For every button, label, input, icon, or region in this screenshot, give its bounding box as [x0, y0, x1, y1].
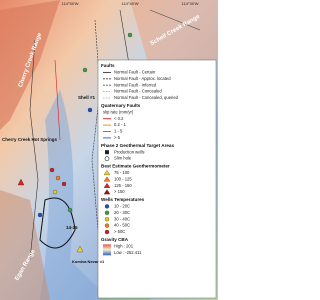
legend-title: Gravity CBA — [101, 237, 129, 242]
legend-label: High : 201 — [114, 243, 134, 248]
graticule-label: 114°50'W — [62, 1, 79, 6]
map-label: Kumiva Nevar #1 — [72, 259, 105, 264]
well — [52, 189, 58, 195]
legend-title: Quaternary Faults — [101, 103, 141, 108]
legend-label: slip rate (mm/yr) — [103, 109, 134, 114]
map-label: Shell #1 — [78, 95, 96, 100]
range-egan — [0, 190, 50, 300]
geothermometer — [17, 178, 25, 186]
well — [37, 212, 43, 218]
legend-symbol — [104, 204, 110, 209]
fault — [91, 19, 101, 231]
legend-label: Normal Fault - Inferred — [114, 82, 157, 87]
legend-title: Faults — [101, 63, 115, 68]
legend-title: Best Estimate Geothermometer — [101, 164, 170, 169]
wells — [17, 32, 133, 253]
legend-label: 40 - 50C — [114, 223, 130, 228]
legend-symbol — [104, 156, 110, 161]
legend-label: > 5 — [114, 135, 121, 140]
graticule-label: 114°40'W — [122, 1, 139, 6]
legend-label: > 150 — [114, 189, 125, 194]
well — [67, 207, 73, 213]
fault — [54, 59, 61, 141]
graticule-label: 114°30'W — [182, 1, 199, 6]
legend-box — [97, 59, 217, 299]
well — [82, 67, 88, 73]
legend-symbol — [104, 223, 110, 228]
legend-symbol — [104, 217, 110, 222]
map — [0, 0, 218, 300]
legend-symbol — [103, 170, 111, 176]
legend-label: Normal Fault - Certain — [114, 70, 156, 75]
legend-label: 100 - 125 — [114, 176, 132, 181]
fault — [29, 39, 39, 261]
legend-label: Slim hole — [114, 156, 132, 161]
legend-label: > 50C — [114, 229, 125, 234]
range-high — [0, 0, 60, 130]
well — [127, 32, 133, 38]
legend-label: Normal Fault - Concealed — [114, 89, 162, 94]
map-label: Cherry Creek Hot Springs — [2, 137, 58, 142]
legend-label: < 0.2 — [114, 116, 124, 121]
range-high — [130, 0, 218, 70]
well — [87, 107, 93, 113]
legend-symbol — [103, 182, 111, 188]
well — [61, 181, 67, 187]
geothermometer — [76, 245, 84, 253]
legend-symbol — [103, 176, 111, 182]
legend-label: 125 - 150 — [114, 183, 132, 188]
legend-title: Phase 2 Geothermal Target Areas — [101, 143, 174, 148]
legend-title: Wells Temperatures — [101, 197, 145, 202]
legend-label: 20 - 30C — [114, 210, 130, 215]
legend-label: 30 - 40C — [114, 216, 130, 221]
legend-label: Production wells — [114, 149, 145, 154]
legend-symbol — [104, 210, 110, 215]
legend-label: Normal Fault - Concealed, queried — [114, 95, 179, 100]
legend-symbol — [103, 244, 111, 256]
legend-label: 75 - 100 — [114, 170, 130, 175]
fault — [149, 9, 201, 31]
legend-symbol — [105, 150, 109, 155]
map-label: 14-25 — [66, 225, 78, 230]
well — [55, 175, 61, 181]
well — [49, 167, 55, 173]
legend-label: 0.2 - 1 — [114, 122, 127, 127]
target-area — [39, 197, 76, 249]
legend-label: Low : -252.411 — [114, 250, 142, 255]
legend-label: 10 - 20C — [114, 204, 130, 209]
legend-label: 1 - 5 — [114, 129, 123, 134]
legend-label: Normal Fault - Approx. located — [114, 76, 171, 81]
legend-symbol — [104, 229, 110, 235]
legend-symbol — [103, 189, 111, 195]
